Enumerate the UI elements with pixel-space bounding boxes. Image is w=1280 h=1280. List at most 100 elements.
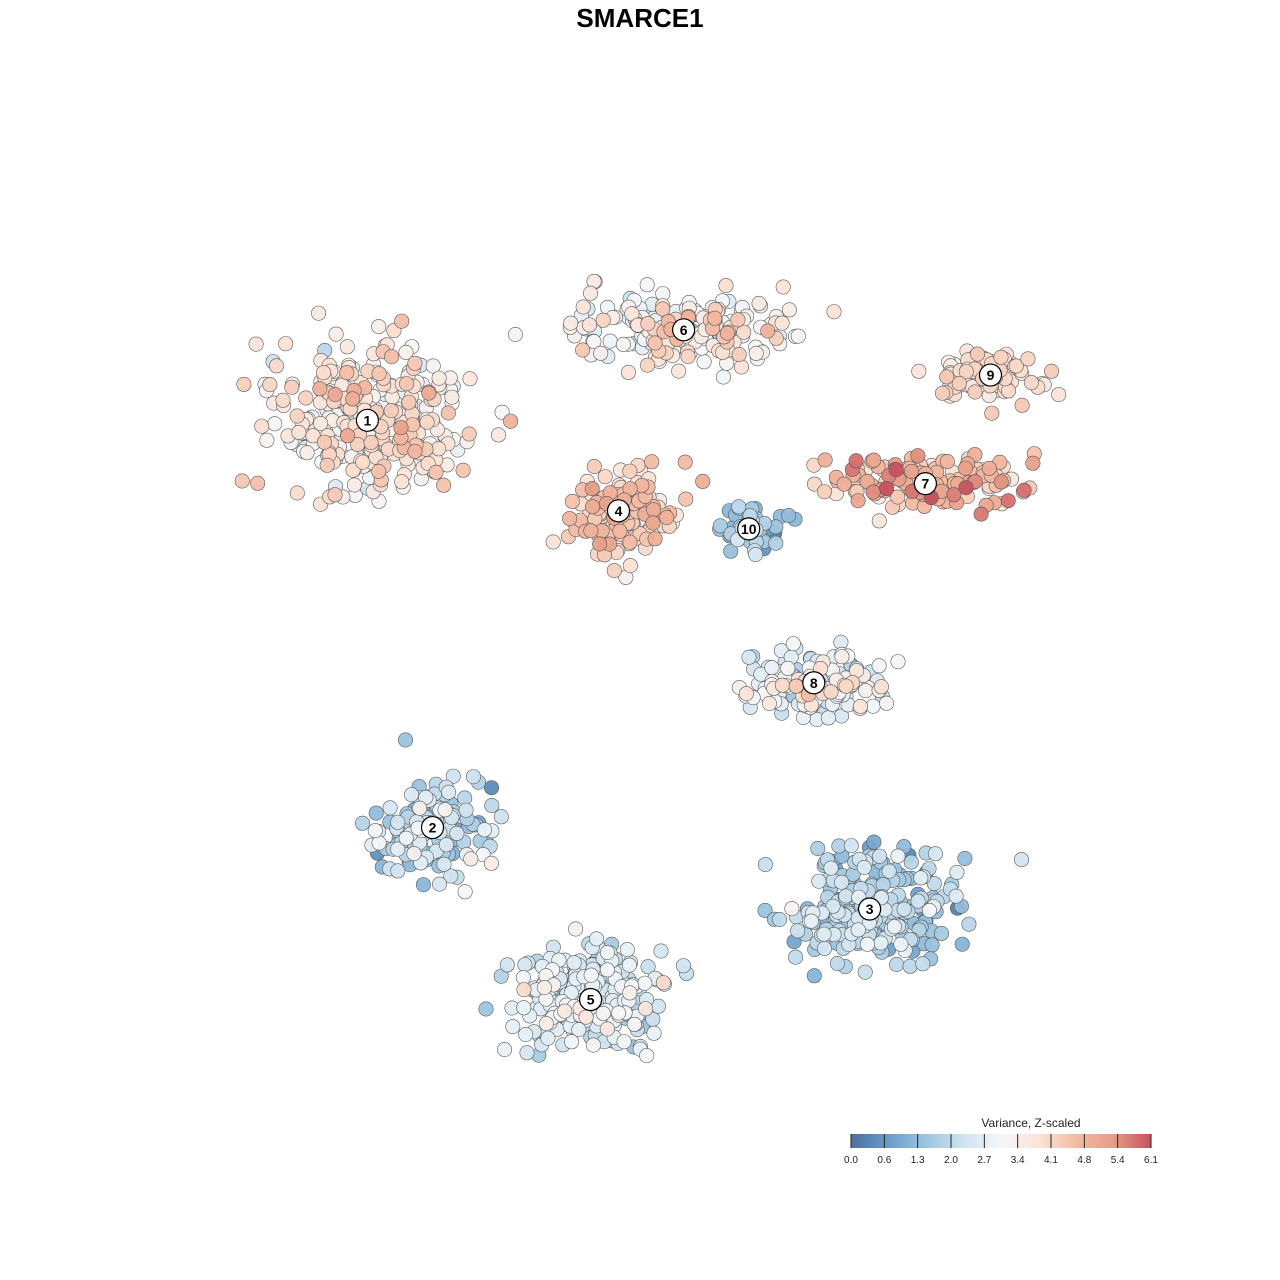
- cell-point: [781, 302, 797, 318]
- cell-point: [768, 535, 784, 551]
- cell-point: [390, 841, 406, 857]
- cell-point: [436, 477, 452, 493]
- cell-point: [903, 463, 919, 479]
- cell-point: [834, 874, 850, 890]
- cell-point: [267, 416, 283, 432]
- cell-point: [536, 980, 552, 996]
- legend-tick-label: 3.4: [1011, 1155, 1025, 1166]
- cluster-label-7: 7: [913, 472, 938, 496]
- cell-point: [902, 958, 918, 974]
- cluster-label-bubble: [802, 671, 826, 695]
- cell-point: [518, 1027, 534, 1043]
- cell-point: [305, 428, 321, 444]
- cell-point: [419, 414, 435, 430]
- legend-colorbar: [851, 1134, 1151, 1148]
- cell-point: [806, 968, 822, 984]
- cell-point: [911, 363, 927, 379]
- cell-point: [675, 958, 691, 974]
- cell-point: [583, 967, 599, 983]
- cell-point: [949, 864, 965, 880]
- cell-point: [449, 825, 465, 841]
- cell-point: [316, 434, 332, 450]
- cell-point: [888, 462, 904, 478]
- cell-point: [748, 345, 764, 361]
- cell-point: [493, 809, 509, 825]
- cell-point: [790, 923, 806, 939]
- cell-point: [622, 558, 638, 574]
- cell-point: [958, 364, 974, 380]
- cell-point: [390, 863, 406, 879]
- cell-point: [586, 334, 602, 350]
- cell-point: [757, 902, 773, 918]
- legend-tick-label: 5.4: [1111, 1155, 1125, 1166]
- cell-point: [455, 462, 471, 478]
- cluster-label-text: 7: [922, 476, 930, 492]
- cell-point: [715, 369, 731, 385]
- cell-point: [612, 523, 628, 539]
- cell-point: [383, 403, 399, 419]
- cell-point: [733, 359, 749, 375]
- cell-point: [371, 463, 387, 479]
- cell-point: [858, 683, 874, 699]
- cell-point: [478, 1001, 494, 1017]
- cell-point: [933, 925, 949, 941]
- cell-point: [881, 863, 897, 879]
- cell-point: [289, 485, 305, 501]
- cluster-labels: 1 2 3 4 5 6 7 8 9 10: [355, 318, 1003, 1012]
- cell-point: [865, 698, 881, 714]
- cluster-label-text: 10: [741, 521, 757, 537]
- cell-point: [234, 473, 250, 489]
- cell-point: [780, 660, 796, 676]
- cell-point: [637, 975, 653, 991]
- cell-point: [516, 982, 532, 998]
- cell-point: [611, 1005, 627, 1021]
- cell-point: [879, 695, 895, 711]
- cell-point: [893, 936, 909, 952]
- cell-point: [816, 940, 832, 956]
- cell-point: [655, 301, 671, 317]
- cell-point: [438, 837, 454, 853]
- cell-point: [346, 477, 362, 493]
- cell-point: [638, 1001, 654, 1017]
- cell-point: [954, 936, 970, 952]
- cell-point: [371, 366, 387, 382]
- cell-point: [602, 333, 618, 349]
- legend-tick-label: 4.1: [1044, 1155, 1058, 1166]
- cluster-label-text: 6: [680, 322, 688, 338]
- cell-point: [647, 335, 663, 351]
- cell-point: [403, 787, 419, 803]
- cell-point: [939, 369, 955, 385]
- cell-point: [298, 390, 314, 406]
- cell-point: [499, 957, 515, 973]
- cell-point: [345, 391, 361, 407]
- cluster-label-bubble: [355, 408, 379, 432]
- cluster-label-text: 5: [587, 992, 595, 1008]
- cell-point: [368, 805, 384, 821]
- cell-point: [581, 317, 597, 333]
- cell-point: [736, 324, 752, 340]
- cluster-label-bubble: [671, 318, 696, 342]
- cell-point: [856, 859, 872, 875]
- chart-title: SMARCE1: [576, 3, 703, 33]
- cell-point: [563, 315, 579, 331]
- cell-point: [425, 358, 441, 374]
- cell-point: [680, 348, 696, 364]
- cell-point: [784, 901, 800, 917]
- cell-point: [866, 834, 882, 850]
- cell-point: [731, 499, 747, 515]
- cell-point: [850, 493, 866, 509]
- cell-point: [566, 955, 582, 971]
- cell-point: [564, 1034, 580, 1050]
- cell-point: [583, 523, 599, 539]
- cell-point: [462, 371, 478, 387]
- cell-point: [575, 342, 591, 358]
- legend-tick-label: 2.0: [944, 1155, 958, 1166]
- cell-point: [926, 876, 942, 892]
- cell-point: [639, 1048, 655, 1064]
- cell-point: [621, 957, 637, 973]
- cell-point: [538, 1016, 554, 1032]
- cell-point: [836, 476, 852, 492]
- cell-point: [620, 364, 636, 380]
- cell-point: [1051, 387, 1067, 403]
